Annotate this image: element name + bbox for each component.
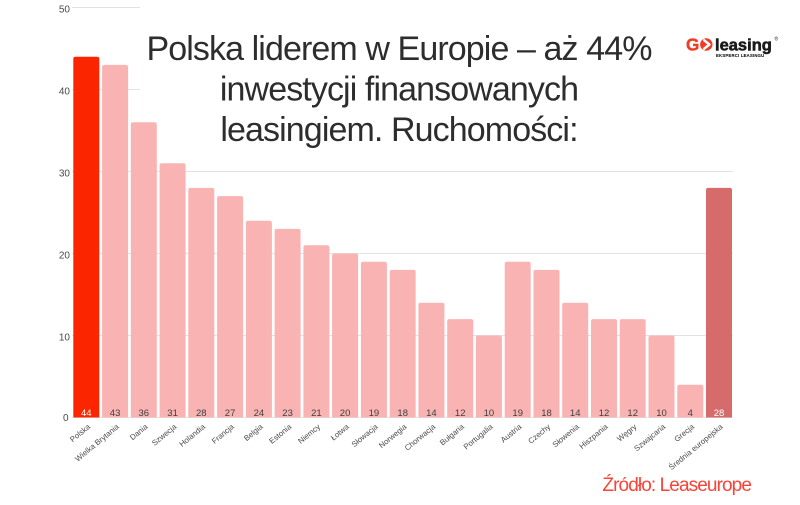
svg-text:28: 28 (714, 408, 725, 419)
svg-text:leasingiem. Ruchomości:: leasingiem. Ruchomości: (220, 111, 577, 149)
svg-text:44: 44 (81, 408, 92, 419)
svg-text:36: 36 (139, 408, 150, 419)
svg-text:10: 10 (484, 408, 495, 419)
svg-text:12: 12 (627, 408, 638, 419)
svg-text:20: 20 (340, 408, 351, 419)
svg-text:G: G (686, 35, 699, 55)
svg-text:14: 14 (570, 408, 581, 419)
svg-text:4: 4 (688, 408, 693, 419)
svg-text:31: 31 (167, 408, 178, 419)
svg-text:Źródło: Leaseurope: Źródło: Leaseurope (602, 475, 751, 496)
svg-text:10: 10 (59, 333, 71, 344)
svg-text:inwestycji finansowanych: inwestycji finansowanych (220, 71, 578, 109)
svg-text:14: 14 (426, 408, 437, 419)
svg-text:50: 50 (59, 5, 71, 16)
svg-text:43: 43 (110, 408, 121, 419)
svg-text:®: ® (775, 36, 779, 43)
svg-text:30: 30 (59, 169, 71, 180)
svg-text:28: 28 (196, 408, 207, 419)
svg-text:19: 19 (512, 408, 523, 419)
svg-text:19: 19 (369, 408, 380, 419)
svg-text:12: 12 (455, 408, 466, 419)
svg-text:leasing: leasing (715, 37, 772, 55)
svg-text:12: 12 (599, 408, 610, 419)
svg-text:27: 27 (225, 408, 236, 419)
svg-text:23: 23 (282, 408, 293, 419)
svg-text:10: 10 (656, 408, 667, 419)
svg-text:18: 18 (397, 408, 408, 419)
svg-text:EKSPERCI LEASINGU: EKSPERCI LEASINGU (716, 53, 764, 58)
svg-text:24: 24 (254, 408, 265, 419)
svg-text:20: 20 (59, 251, 71, 262)
svg-text:Polska liderem w Europie – aż: Polska liderem w Europie – aż 44% (146, 30, 652, 68)
svg-text:18: 18 (541, 408, 552, 419)
svg-text:21: 21 (311, 408, 322, 419)
svg-text:0: 0 (63, 413, 69, 424)
svg-text:40: 40 (59, 87, 71, 98)
